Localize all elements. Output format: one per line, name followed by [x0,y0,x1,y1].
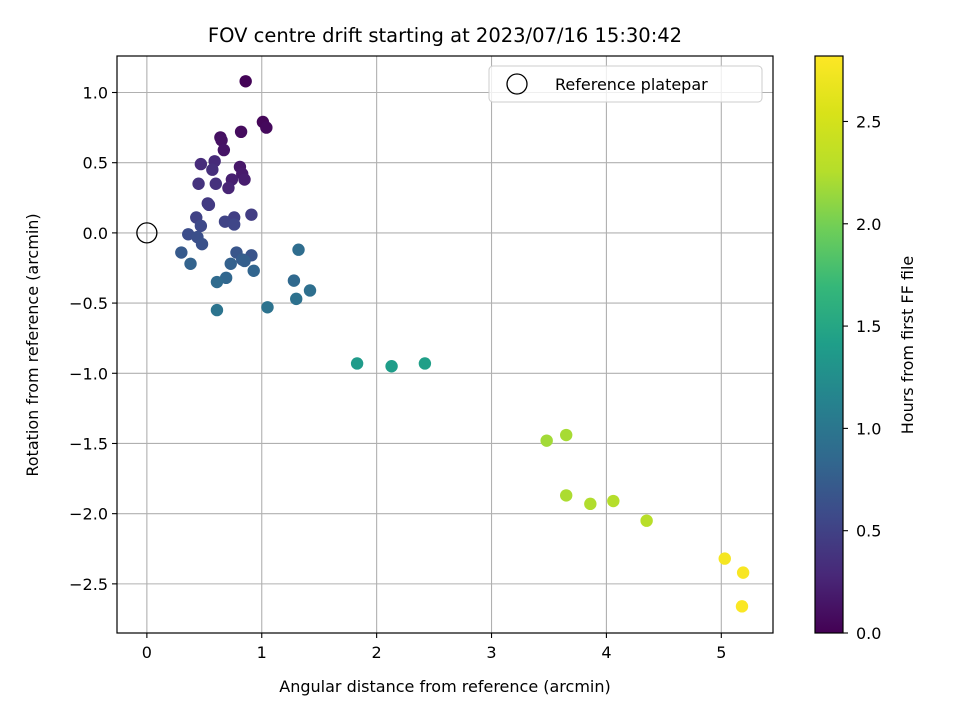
y-tick-label: 0.5 [83,154,108,173]
scatter-point [290,292,303,306]
scatter-point [584,497,597,511]
scatter-point [239,75,252,88]
legend-entry-label: Reference platepar [555,75,708,94]
legend-reference-icon [506,73,528,95]
y-axis-ticks: 1.0 0.5 0.0 −0.5 −1.0 −1.5 −2.0 −2.5 [69,84,117,594]
colorbar-tick-label: 1.0 [856,419,881,438]
y-tick-label: −1.0 [69,364,108,383]
x-axis-ticks: 0 1 2 3 4 5 [142,633,726,662]
colorbar [814,55,844,634]
grid [117,56,773,633]
scatter-point [385,360,398,373]
colorbar-tick-label: 0.0 [856,624,881,643]
scatter-point [560,489,573,502]
scatter-point [222,181,235,195]
x-tick-label: 0 [142,643,152,662]
y-tick-label: 1.0 [83,84,108,103]
y-tick-label: −2.5 [69,575,108,594]
x-tick-label: 3 [486,643,496,662]
scatter-point [640,514,653,527]
reference-point [136,222,158,244]
scatter-point [224,257,237,270]
scatter-point [194,157,208,171]
scatter-point [238,254,251,268]
colorbar-tick-label: 2.0 [856,215,881,234]
colorbar-tick-label: 0.5 [856,522,881,541]
y-tick-label: 0.0 [83,224,108,243]
scatter-point [736,566,750,579]
scatter-point [350,357,364,370]
x-tick-label: 2 [372,643,382,662]
scatter-point [260,121,273,134]
scatter-point [202,198,216,212]
colorbar-ticks: 0.0 0.5 1.0 1.5 2.0 2.5 [843,112,881,643]
scatter-point [292,243,305,256]
scatter-point [215,134,228,147]
x-axis-label: Angular distance from reference (arcmin) [279,677,610,696]
scatter-point [210,303,224,317]
scatter-point [261,301,274,314]
scatter-point [418,357,432,370]
scatter-point [209,177,223,190]
scatter-point [303,284,317,297]
reference-marker [136,222,158,244]
scatter-point [540,434,553,447]
y-tick-label: −2.0 [69,505,108,524]
scatter-point [245,208,258,221]
chart-title: FOV centre drift starting at 2023/07/16 … [208,24,682,47]
scatter-point [718,552,731,565]
x-tick-label: 1 [257,643,267,662]
x-tick-label: 5 [716,643,726,662]
scatter-point [247,264,260,277]
scatter-point [210,275,224,289]
y-axis-label: Rotation from reference (arcmin) [23,213,42,476]
y-tick-label: −0.5 [69,294,108,313]
plot-frame [116,55,774,634]
scatter-point [184,257,197,270]
scatter-point [195,237,209,251]
scatter-point [217,143,231,157]
scatter-point [192,177,205,190]
colorbar-label: Hours from first FF file [898,256,917,435]
scatter-point [206,163,219,176]
scatter-point [227,218,241,231]
scatter-point [238,173,251,186]
colorbar-tick-label: 2.5 [856,112,881,131]
y-tick-label: −1.5 [69,434,108,453]
legend: Reference platepar [488,65,763,103]
scatter-point [194,219,208,233]
scatter-point [287,274,301,287]
colorbar-tick-label: 1.5 [856,317,881,336]
scatter-point [735,600,749,613]
x-tick-label: 4 [601,643,611,662]
legend-box [488,65,763,103]
scatter-point [560,428,573,442]
scatter-point [607,494,620,508]
scatter-point [234,125,248,139]
scatter-point [175,246,188,259]
scatter-points [175,75,750,613]
